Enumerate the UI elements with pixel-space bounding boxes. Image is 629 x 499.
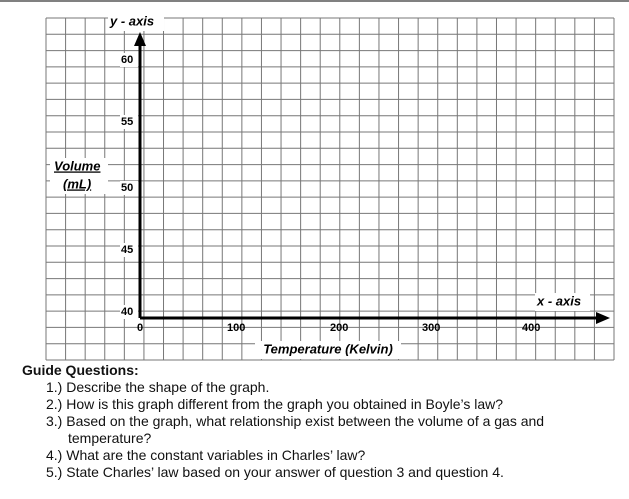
label-bg xyxy=(50,158,108,194)
y-label: (mL) xyxy=(63,176,91,191)
question: 1.) Describe the shape of the graph. xyxy=(46,379,270,395)
x-tick-label: 200 xyxy=(330,322,348,334)
y-arrow xyxy=(134,32,146,46)
label-bg xyxy=(120,115,138,129)
y-tick-label: 60 xyxy=(121,54,133,66)
y-tick-label: 45 xyxy=(121,244,133,256)
question: 2.) How is this graph different from the… xyxy=(46,396,504,412)
label-bg xyxy=(120,305,138,319)
question: 5.) State Charles’ law based on your ans… xyxy=(46,464,504,480)
x-tick-label: 300 xyxy=(422,322,440,334)
y-label: Volume xyxy=(54,158,100,173)
label-bg xyxy=(120,243,138,257)
graph: y - axis x - axis Volume (mL) Temperatur… xyxy=(0,0,629,361)
x-axis-name: x - axis xyxy=(536,293,581,308)
y-tick-label: 50 xyxy=(121,182,133,194)
x-tick-label: 400 xyxy=(522,322,540,334)
label-bg xyxy=(120,181,138,195)
x-label: Temperature (Kelvin) xyxy=(263,341,393,356)
label-bg xyxy=(108,13,164,31)
questions: 1.) Describe the shape of the graph. 2.) … xyxy=(22,379,612,481)
question: 4.) What are the constant variables in C… xyxy=(46,447,366,463)
label-bg xyxy=(535,293,590,311)
x-arrow xyxy=(596,312,610,324)
label-bg xyxy=(255,341,401,359)
y-tick-label: 55 xyxy=(121,116,133,128)
x-tick-label: 0 xyxy=(137,322,143,334)
question: 3.) Based on the graph, what relationshi… xyxy=(46,413,545,446)
y-tick-label: 40 xyxy=(121,306,133,318)
y-axis-name: y - axis xyxy=(109,13,154,28)
label-bg xyxy=(120,53,138,67)
guide-title: Guide Questions: xyxy=(22,362,139,378)
guide: Guide Questions: 1.) Describe the shape … xyxy=(22,362,612,481)
x-tick-label: 100 xyxy=(227,322,245,334)
